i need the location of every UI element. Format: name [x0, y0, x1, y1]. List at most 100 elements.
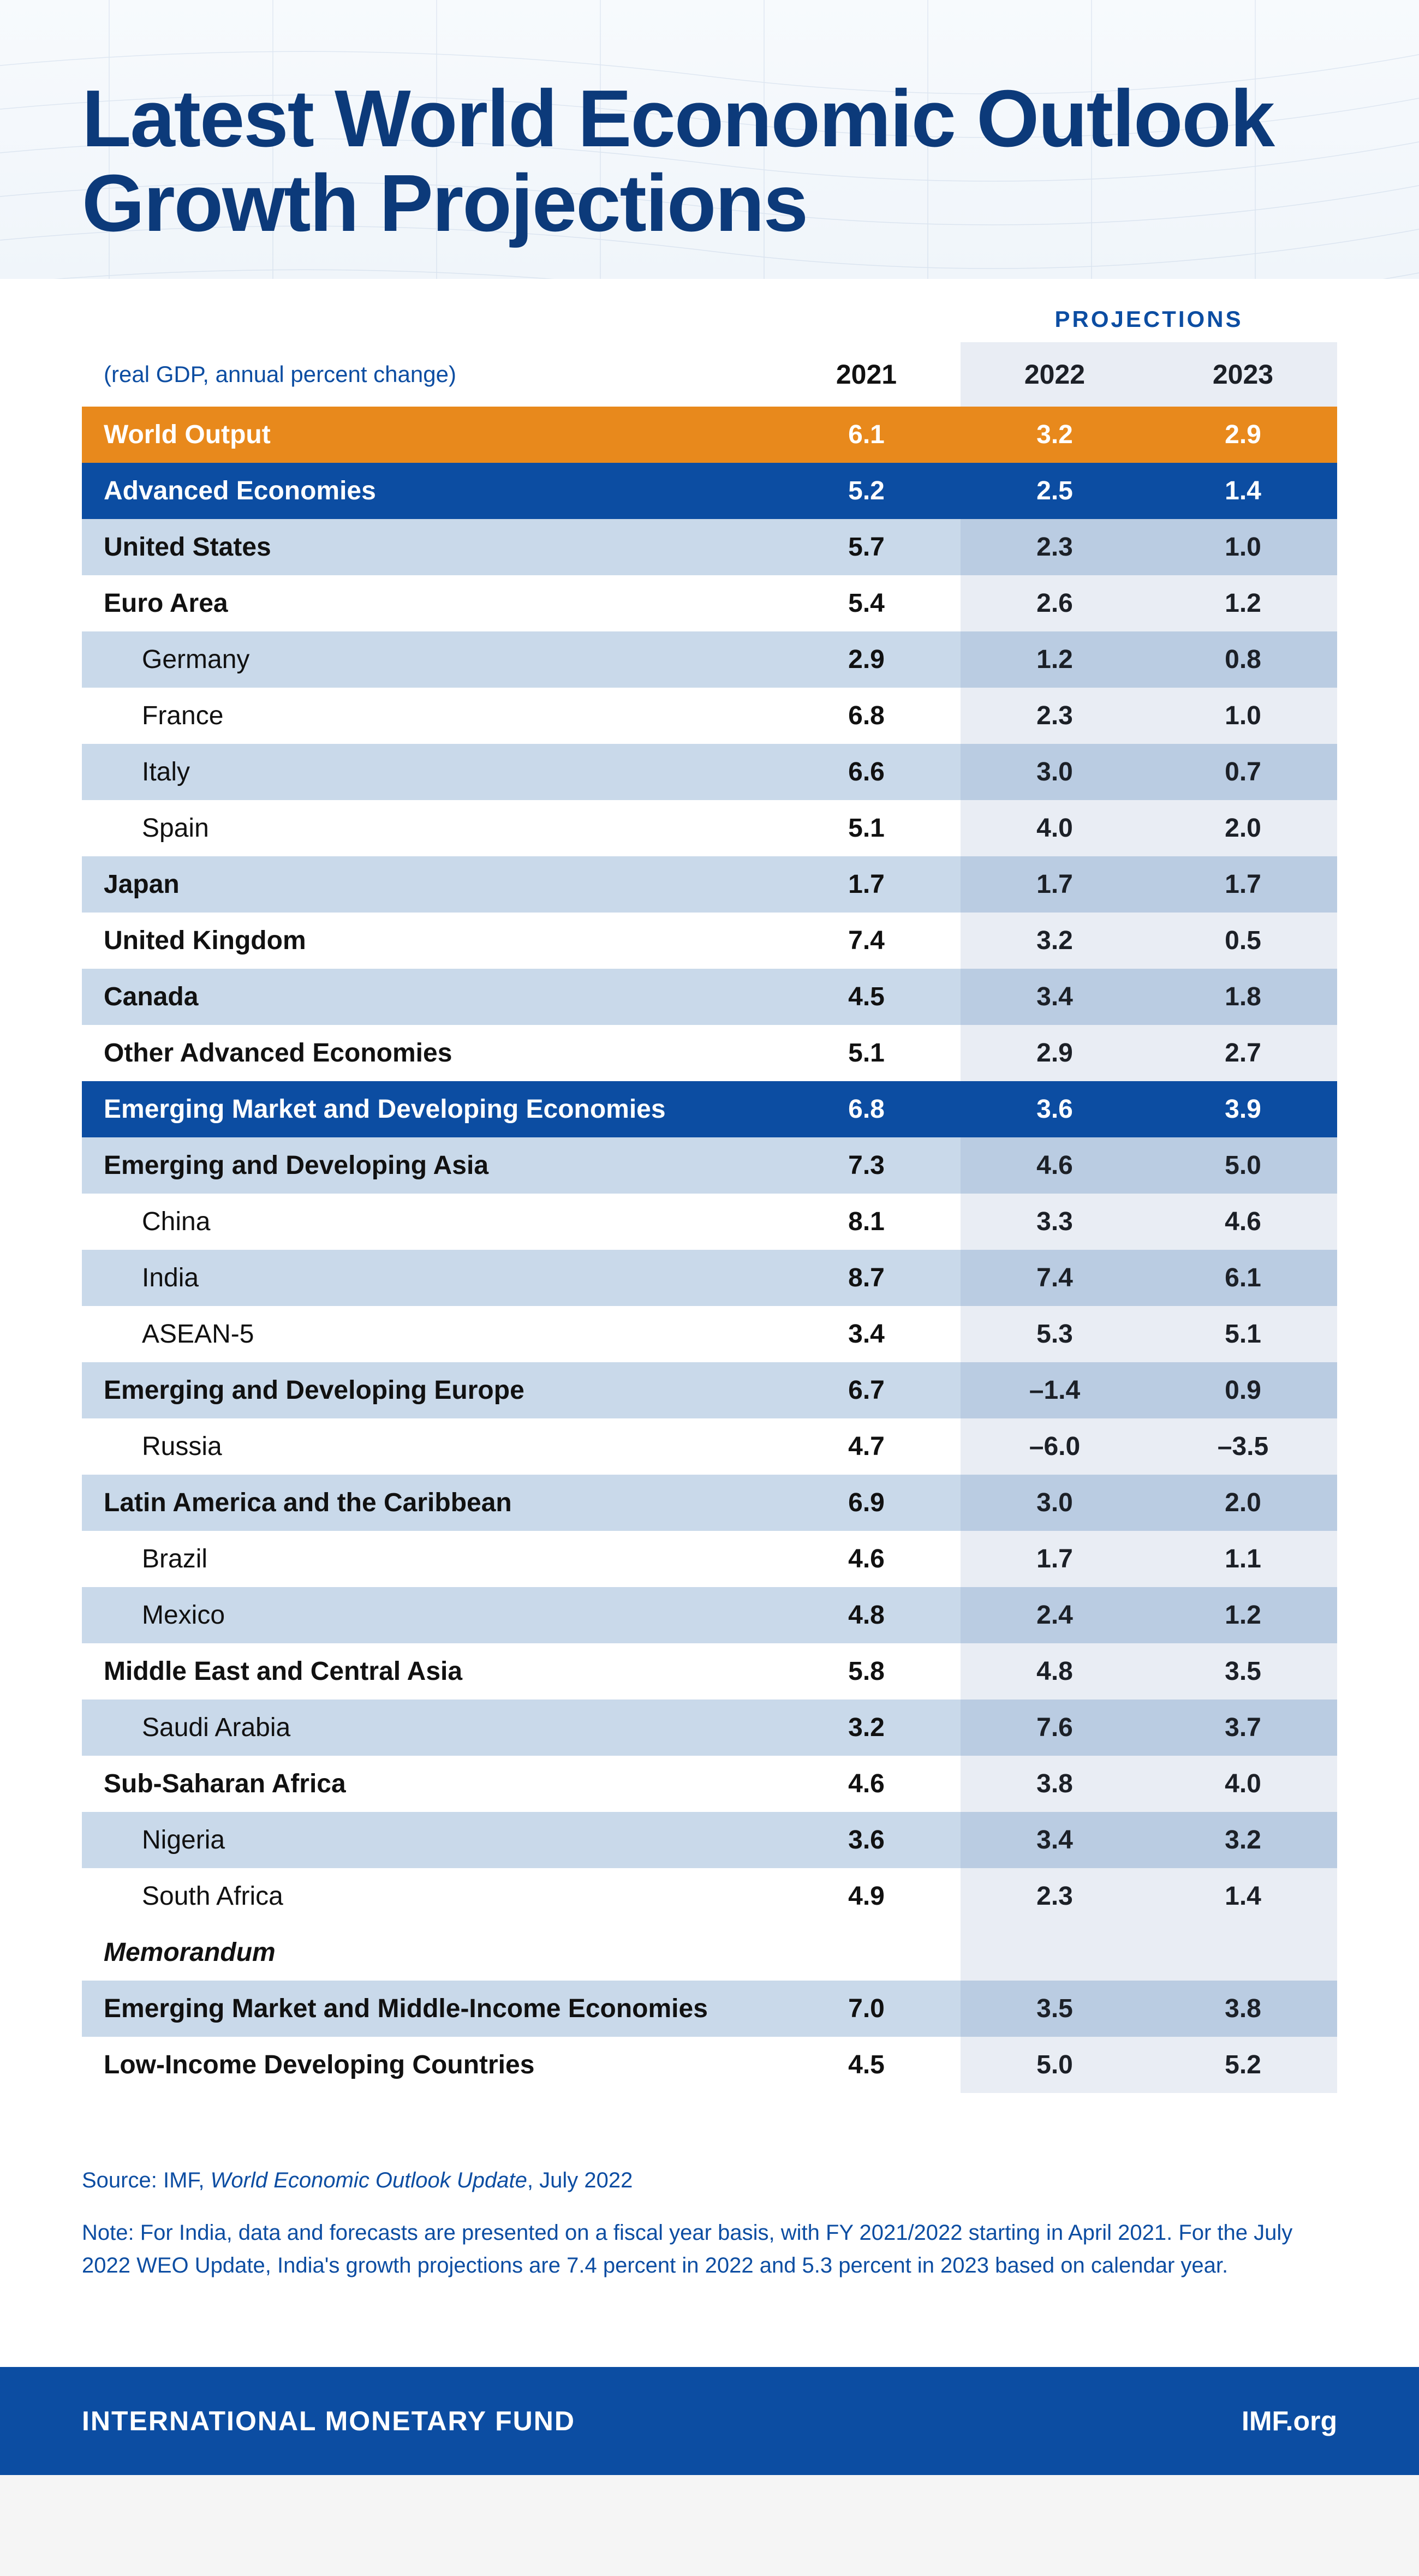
row-value: 1.4	[1149, 463, 1337, 519]
row-value-text: 6.7	[848, 1376, 885, 1405]
row-value-text: 6.1	[1225, 1263, 1261, 1292]
row-value: 4.8	[961, 1643, 1149, 1700]
header-area: Latest World Economic Outlook Growth Pro…	[0, 0, 1419, 279]
row-value: 3.2	[961, 913, 1149, 969]
row-value-text: 5.0	[1225, 1151, 1261, 1180]
row-value: 6.1	[1149, 1250, 1337, 1306]
row-value: 1.1	[1149, 1531, 1337, 1587]
row-label: Nigeria	[82, 1812, 772, 1868]
row-value-text: 6.8	[848, 701, 885, 730]
row-value: 6.8	[772, 688, 961, 744]
row-value-text: 0.5	[1225, 926, 1261, 955]
row-value: –1.4	[961, 1362, 1149, 1418]
row-value: 5.3	[961, 1306, 1149, 1362]
footer-site: IMF.org	[1242, 2405, 1337, 2437]
row-label: Emerging and Developing Asia	[82, 1137, 772, 1194]
row-value-text: 3.8	[1036, 1769, 1073, 1798]
row-label: Spain	[82, 800, 772, 856]
row-value: 5.7	[772, 519, 961, 575]
row-label: Sub-Saharan Africa	[82, 1756, 772, 1812]
col-header-2023: 2023	[1149, 342, 1337, 407]
row-value: 1.2	[961, 631, 1149, 688]
table-container: PROJECTIONS (real GDP, annual percent ch…	[0, 279, 1419, 2126]
row-value: 2.9	[1149, 407, 1337, 463]
row-value: 2.3	[961, 688, 1149, 744]
table-row: Emerging Market and Developing Economies…	[82, 1081, 1337, 1137]
row-value: 1.7	[961, 1531, 1149, 1587]
row-label: United States	[82, 519, 772, 575]
row-value-text: 3.4	[1036, 1826, 1073, 1855]
row-value: 2.4	[961, 1587, 1149, 1643]
row-value-text: 6.6	[848, 758, 885, 786]
row-value-text: 2.9	[1036, 1039, 1073, 1068]
row-value-text: 1.7	[1036, 1545, 1073, 1573]
row-value: 4.9	[772, 1868, 961, 1924]
row-value: 3.4	[961, 969, 1149, 1025]
row-label: Japan	[82, 856, 772, 913]
row-value: 7.6	[961, 1700, 1149, 1756]
row-label: Brazil	[82, 1531, 772, 1587]
notes-section: Source: IMF, World Economic Outlook Upda…	[0, 2126, 1419, 2367]
table-row: World Output6.13.22.9	[82, 407, 1337, 463]
row-value: 6.7	[772, 1362, 961, 1418]
row-value: 3.2	[772, 1700, 961, 1756]
row-value: 2.7	[1149, 1025, 1337, 1081]
row-value-text: 3.2	[1036, 926, 1073, 955]
table-row: Spain5.14.02.0	[82, 800, 1337, 856]
row-value-text: 0.8	[1225, 645, 1261, 674]
row-value-text: 5.1	[1225, 1320, 1261, 1349]
row-value-text: 3.3	[1036, 1207, 1073, 1236]
row-value: 1.7	[1149, 856, 1337, 913]
row-value-text: 1.7	[1036, 870, 1073, 899]
row-value-text: 1.8	[1225, 982, 1261, 1011]
row-value-text: 5.3	[1036, 1320, 1073, 1349]
row-value-text: 1.2	[1036, 645, 1073, 674]
row-value-text: 5.2	[848, 476, 885, 505]
row-value-text: 3.2	[1036, 420, 1073, 449]
col-header-2021: 2021	[772, 342, 961, 407]
row-value-text: 7.3	[848, 1151, 885, 1180]
row-label: Euro Area	[82, 575, 772, 631]
row-value-text: 4.5	[848, 2050, 885, 2079]
row-label: United Kingdom	[82, 913, 772, 969]
footer: INTERNATIONAL MONETARY FUND IMF.org	[0, 2367, 1419, 2475]
row-value-text: 3.0	[1036, 758, 1073, 786]
row-value-text: 7.6	[1036, 1713, 1073, 1742]
row-value: 0.9	[1149, 1362, 1337, 1418]
table-row: Sub-Saharan Africa4.63.84.0	[82, 1756, 1337, 1812]
row-label: China	[82, 1194, 772, 1250]
row-label: Low-Income Developing Countries	[82, 2037, 772, 2093]
growth-table: (real GDP, annual percent change) 2021 2…	[82, 342, 1337, 2093]
row-value: 6.6	[772, 744, 961, 800]
row-value: 5.8	[772, 1643, 961, 1700]
row-value: 7.3	[772, 1137, 961, 1194]
row-value: 6.8	[772, 1081, 961, 1137]
row-value: 3.8	[1149, 1981, 1337, 2037]
row-value-text: 3.8	[1225, 1994, 1261, 2023]
table-row: Emerging Market and Middle-Income Econom…	[82, 1981, 1337, 2037]
row-value-text: 3.4	[848, 1320, 885, 1349]
row-value-text: 2.3	[1036, 1882, 1073, 1911]
row-value-text: 0.9	[1225, 1376, 1261, 1405]
table-row: Nigeria3.63.43.2	[82, 1812, 1337, 1868]
row-value-text: 3.0	[1036, 1488, 1073, 1517]
row-label: Germany	[82, 631, 772, 688]
row-label: World Output	[82, 407, 772, 463]
row-value: 8.1	[772, 1194, 961, 1250]
table-row: Emerging and Developing Asia7.34.65.0	[82, 1137, 1337, 1194]
footer-org: INTERNATIONAL MONETARY FUND	[82, 2405, 575, 2437]
row-value-text: 7.4	[848, 926, 885, 955]
row-value: 7.0	[772, 1981, 961, 2037]
row-value-text: 1.0	[1225, 533, 1261, 562]
row-value-text: 2.4	[1036, 1601, 1073, 1630]
projections-label: PROJECTIONS	[961, 279, 1337, 342]
row-value: 0.5	[1149, 913, 1337, 969]
row-value: 5.0	[1149, 1137, 1337, 1194]
row-value-text: 5.7	[848, 533, 885, 562]
table-row: Middle East and Central Asia5.84.83.5	[82, 1643, 1337, 1700]
row-value-text: 2.0	[1225, 1488, 1261, 1517]
row-value: 1.2	[1149, 575, 1337, 631]
table-row: Saudi Arabia3.27.63.7	[82, 1700, 1337, 1756]
row-value: 5.2	[772, 463, 961, 519]
row-value-text: 4.6	[848, 1769, 885, 1798]
